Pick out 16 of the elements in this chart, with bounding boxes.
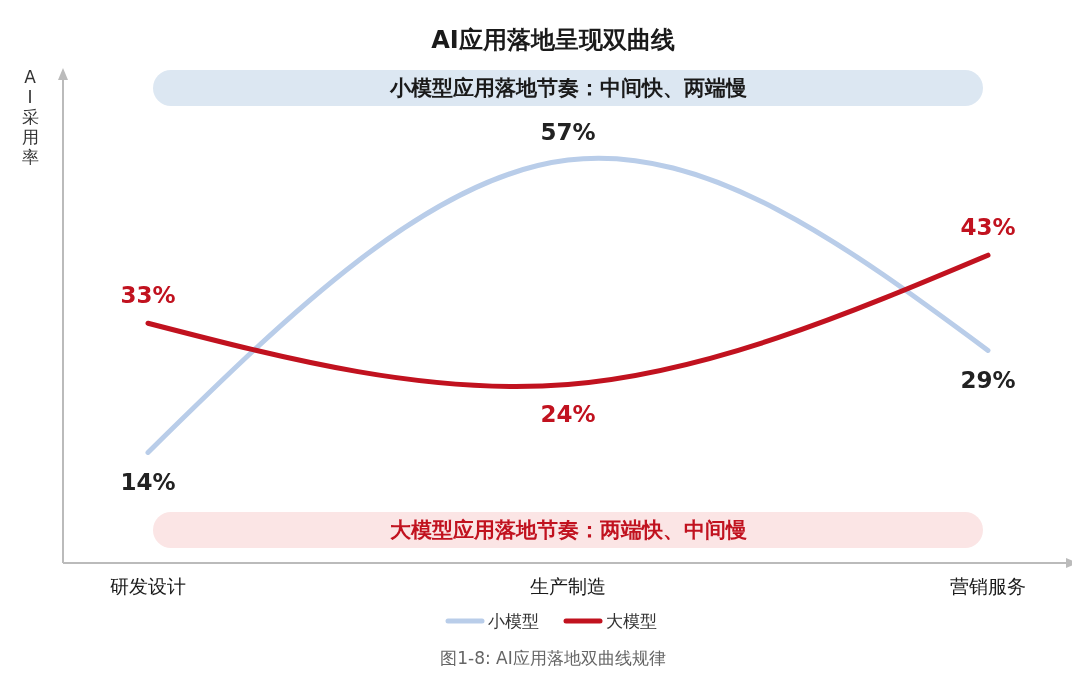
data-label: 14% (120, 469, 176, 496)
y-axis-title: AI采用率 (21, 67, 39, 167)
data-label: 29% (960, 367, 1016, 394)
text: 小模型应用落地节奏：中间快、两端慢 (388, 76, 747, 100)
x-tick-label: 研发设计 (110, 575, 186, 597)
text: 大模型应用落地节奏：两端快、中间慢 (389, 518, 747, 542)
x-tick-label: 营销服务 (950, 575, 1026, 597)
data-label: 33% (120, 282, 176, 309)
data-label: 43% (960, 214, 1016, 241)
legend-label: 大模型 (606, 611, 657, 631)
data-label: 24% (540, 401, 596, 428)
caption: 图1-8: AI应用落地双曲线规律 (440, 648, 666, 668)
data-label: 57% (540, 119, 596, 145)
chart-title: AI应用落地呈现双曲线 (431, 26, 675, 54)
legend-label: 小模型 (488, 611, 539, 631)
x-tick-label: 生产制造 (530, 575, 606, 597)
